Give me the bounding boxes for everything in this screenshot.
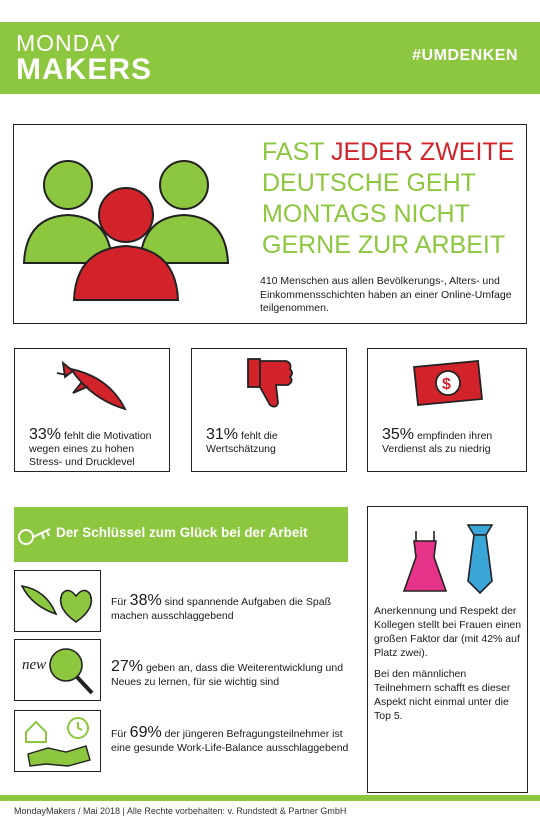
logo-monday: MONDAY	[16, 30, 122, 56]
key-item-description: der jüngeren Befragungsteilnehmer ist ei…	[111, 728, 349, 754]
money-icon: $	[413, 360, 483, 406]
people-icon	[22, 160, 230, 301]
key-item-prefix: Für	[111, 596, 130, 608]
gender-men-text: Bei den männlichen Teilnehmern schafft e…	[374, 668, 511, 722]
hero-text: 410 Menschen aus allen Bevölkerungs-, Al…	[260, 275, 512, 314]
stat-motivation-text: 33% fehlt die Motivation wegen eines zu …	[29, 426, 169, 469]
stat-appreciation: 31% fehlt die Wertschätzung	[191, 348, 347, 472]
dress-icon	[402, 531, 448, 592]
hero-title-highlight: JEDER ZWEITE	[331, 138, 515, 166]
stat-salary: $ 35% empfinden ihren Verdienst als zu n…	[367, 348, 527, 472]
stat-description: fehlt die Wertschätzung	[206, 430, 278, 455]
home-clock-handshake-icon	[25, 717, 91, 767]
stat-appreciation-text: 31% fehlt die Wertschätzung	[206, 426, 346, 456]
key-item-description: geben an, dass die Weiterentwicklung und…	[111, 662, 344, 688]
logo-makers: MAKERS	[16, 53, 153, 86]
key-item-icon-box: new	[14, 639, 101, 701]
hero-title-part2: DEUTSCHE GEHT MONTAGS NICHT GERNE ZUR AR…	[262, 169, 506, 259]
tie-icon	[466, 524, 494, 595]
thumbs-down-icon	[247, 358, 293, 408]
rocket-icon	[56, 360, 127, 411]
stat-description: empfinden ihren Verdienst als zu niedrig	[382, 430, 493, 455]
key-section-banner: Der Schlüssel zum Glück bei der Arbeit	[14, 507, 348, 562]
hashtag: #UMDENKEN	[412, 47, 518, 64]
hero-box: FAST JEDER ZWEITE DEUTSCHE GEHT MONTAGS …	[13, 124, 527, 324]
key-item-percentage: 38%	[129, 592, 162, 609]
key-item-description: sind spannende Aufgaben die Spaß machen …	[111, 596, 332, 622]
new-magnifier-icon: new	[22, 648, 94, 695]
hero-title-part1: FAST	[262, 138, 332, 166]
key-item-prefix: Für	[111, 728, 130, 740]
key-item-text: Für 38% sind spannende Aufgaben die Spaß…	[111, 592, 351, 623]
footer-line	[0, 795, 540, 801]
stat-description: fehlt die Motivation wegen eines zu hohe…	[29, 430, 152, 468]
gender-box: Anerkennung und Respekt der Kollegen ste…	[367, 506, 528, 793]
new-icon-label: new	[22, 657, 46, 673]
key-item-percentage: 69%	[129, 724, 162, 741]
key-item-icon-box	[14, 570, 101, 632]
key-icon	[18, 528, 51, 545]
gender-women-text: Anerkennung und Respekt der Kollegen ste…	[374, 605, 522, 659]
hero-title: FAST JEDER ZWEITE DEUTSCHE GEHT MONTAGS …	[262, 137, 522, 261]
stat-motivation: 33% fehlt die Motivation wegen eines zu …	[14, 348, 170, 472]
header-banner: MONDAY MAKERS #UMDENKEN	[0, 22, 540, 94]
key-section-title: Der Schlüssel zum Glück bei der Arbeit	[56, 525, 308, 540]
stat-percentage: 33%	[29, 426, 62, 443]
svg-text:$: $	[442, 376, 451, 393]
key-item-text: 27% geben an, dass die Weiterentwicklung…	[111, 658, 351, 689]
key-item-percentage: 27%	[111, 658, 144, 675]
stat-percentage: 35%	[382, 426, 415, 443]
key-item-icon-box	[14, 710, 101, 772]
key-item-text: Für 69% der jüngeren Befragungsteilnehme…	[111, 724, 351, 755]
rocket-heart-icon	[20, 584, 93, 623]
footer-text: MondayMakers / Mai 2018 | Alle Rechte vo…	[14, 806, 347, 816]
stat-percentage: 31%	[206, 426, 239, 443]
stat-salary-text: 35% empfinden ihren Verdienst als zu nie…	[382, 426, 526, 456]
